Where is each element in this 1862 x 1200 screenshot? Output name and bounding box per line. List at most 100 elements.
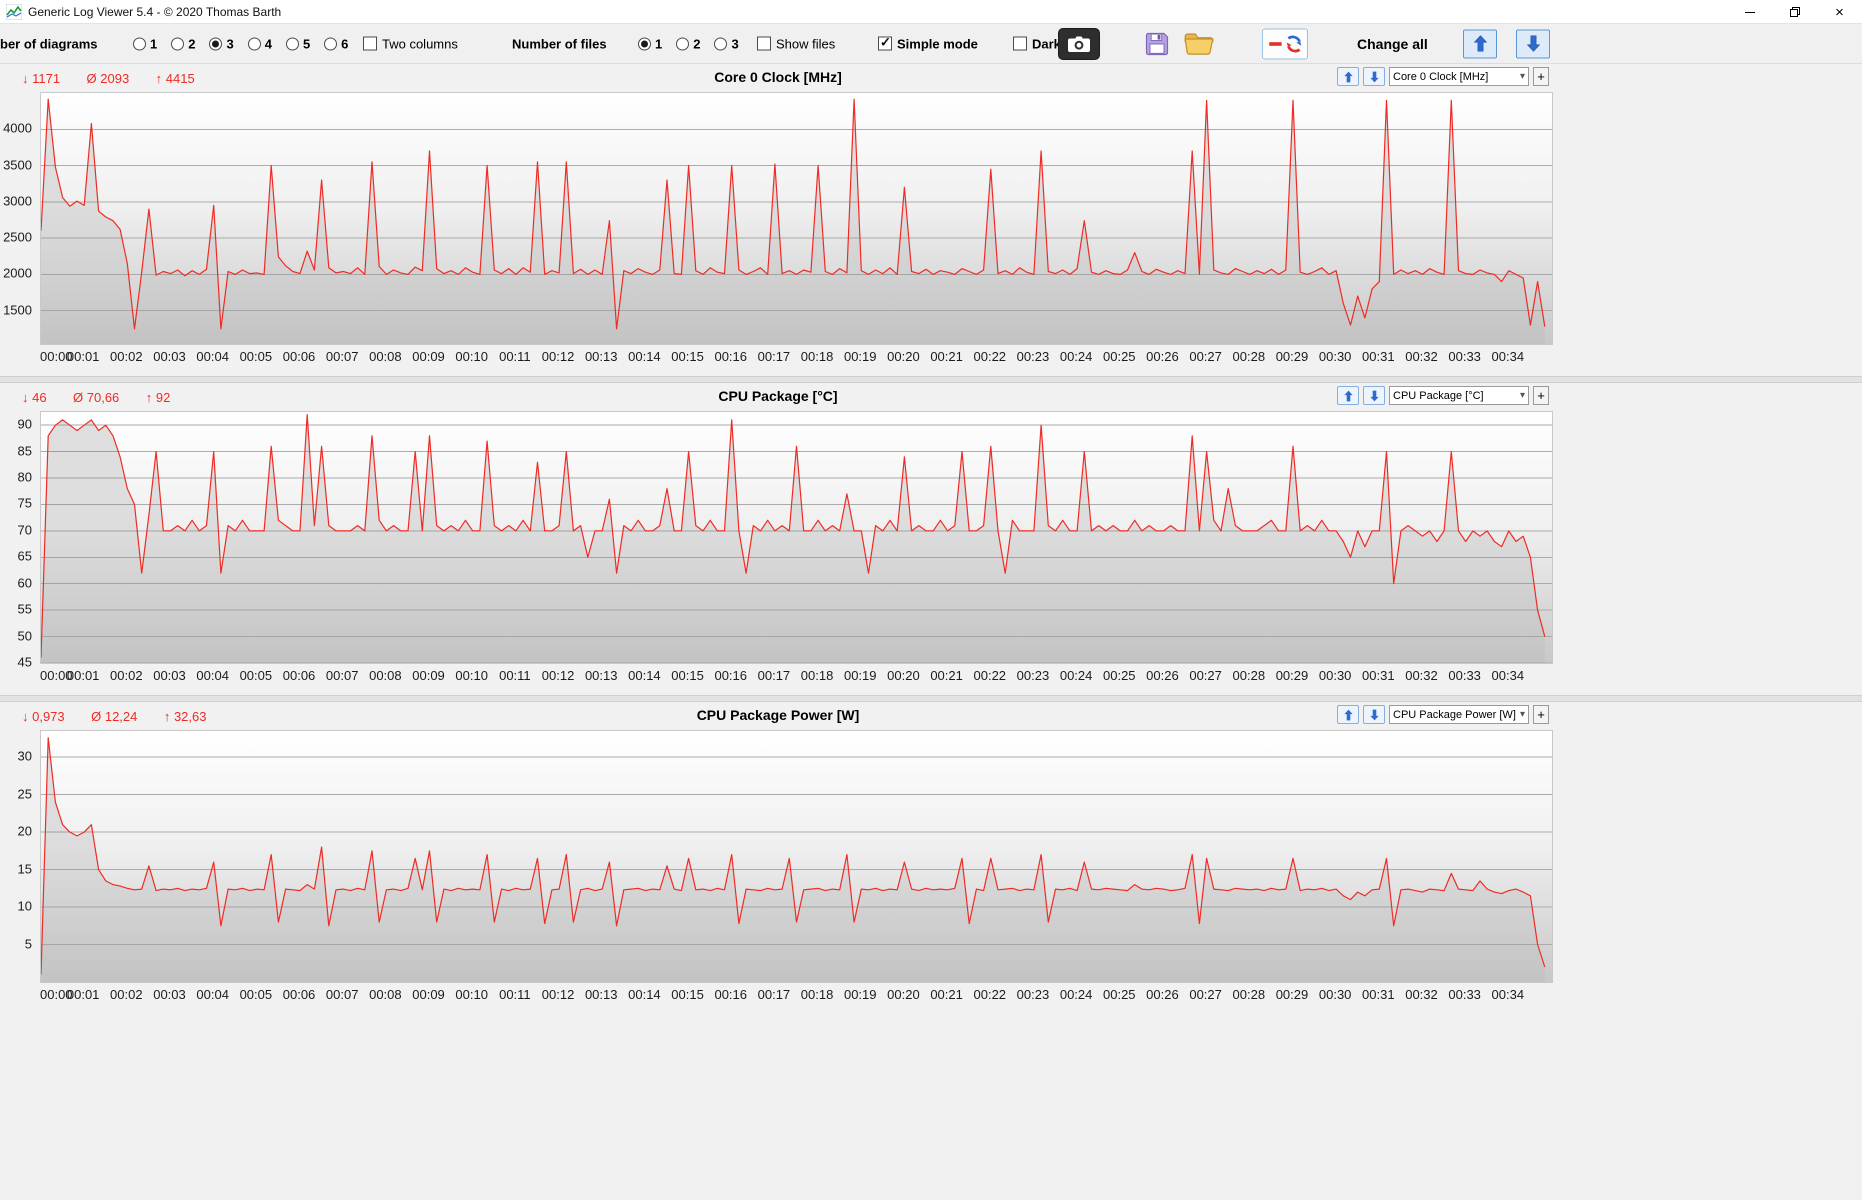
chart-plot-0[interactable] [40, 92, 1553, 345]
chart-header: ↓ 0,973 Ø 12,24 ↑ 32,63 CPU Package Powe… [0, 702, 1862, 729]
x-tick-label: 00:08 [369, 987, 402, 1002]
chart-plot-1[interactable] [40, 411, 1553, 664]
up-arrow-icon [1343, 709, 1353, 720]
radio-icon[interactable] [285, 37, 299, 50]
y-tick-label: 2000 [3, 265, 32, 281]
metric-dropdown[interactable]: CPU Package [°C] ▾ [1389, 386, 1529, 405]
x-tick-label: 00:18 [800, 349, 834, 364]
chart-move-down-button[interactable] [1363, 386, 1385, 405]
chart-move-down-button[interactable] [1363, 705, 1385, 724]
down-arrow-icon [1369, 71, 1379, 82]
down-arrow-icon [1369, 709, 1379, 720]
splitter-1[interactable] [0, 376, 1862, 383]
file-count-radio-1[interactable]: 1 [638, 36, 662, 51]
chart-controls: CPU Package Power [W] ▾ + [1337, 705, 1549, 724]
save-floppy-icon [1145, 32, 1169, 55]
chart-xlabels-0: 00:00 00:01 00:02 00:03 00:04 00:05 00:06 00:07… [40, 349, 1553, 367]
change-all-down-button[interactable] [1516, 29, 1550, 58]
down-arrow-icon [1369, 390, 1379, 401]
x-tick-label: 00:19 [843, 349, 877, 364]
up-arrow-icon [1343, 390, 1353, 401]
y-tick-label: 2500 [3, 229, 32, 245]
open-folder-button[interactable] [1184, 31, 1214, 56]
chart-header: ↓ 1171 Ø 2093 ↑ 4415 Core 0 Clock [MHz] … [0, 64, 1862, 91]
radio-icon[interactable] [638, 37, 651, 50]
x-tick-label: 00:32 [1405, 987, 1438, 1002]
x-tick-label: 00:06 [282, 668, 316, 683]
file-count-radio-2[interactable]: 2 [676, 36, 700, 51]
radio-icon[interactable] [133, 37, 146, 50]
reset-zoom-icon [1269, 35, 1302, 52]
radio-label: 1 [655, 36, 663, 51]
restore-icon [1789, 7, 1800, 17]
chart-ylabels-2: 5 10 15 20 25 30 [0, 730, 37, 983]
add-series-button[interactable]: + [1533, 705, 1549, 724]
x-tick-label: 00:24 [1059, 668, 1093, 683]
x-tick-label: 00:06 [282, 987, 316, 1002]
radio-icon[interactable] [171, 37, 185, 50]
dark-mode-label: Dark [1032, 36, 1061, 51]
diagram-count-radio-2[interactable]: 2 [171, 36, 195, 51]
change-all-up-button[interactable] [1463, 29, 1497, 58]
radio-icon[interactable] [209, 37, 223, 50]
chart-xlabels-2: 00:00 00:01 00:02 00:03 00:04 00:05 00:06 00:07… [40, 987, 1553, 1005]
radio-label: 3 [226, 36, 234, 51]
diagram-count-radio-1[interactable]: 1 [133, 36, 157, 51]
y-tick-label: 90 [17, 416, 32, 432]
chart-move-up-button[interactable] [1337, 705, 1359, 724]
metric-dropdown[interactable]: Core 0 Clock [MHz] ▾ [1389, 67, 1529, 86]
chart-plot-2[interactable] [40, 730, 1553, 983]
x-tick-label: 00:04 [196, 987, 229, 1002]
metric-dropdown-value: CPU Package [°C] [1393, 389, 1484, 402]
x-tick-label: 00:05 [239, 987, 273, 1002]
chart-ylabels-1: 45 50 55 60 65 70 75 80 85 90 [0, 411, 37, 670]
diagram-count-radio-5[interactable]: 5 [285, 36, 310, 51]
checkbox-icon[interactable] [757, 36, 771, 51]
y-tick-label: 15 [17, 861, 32, 877]
camera-icon [1068, 36, 1090, 52]
show-files-checkbox[interactable]: Show files [757, 36, 835, 51]
y-tick-label: 5 [24, 936, 32, 952]
checkbox-icon[interactable] [878, 35, 892, 51]
radio-icon[interactable] [676, 37, 690, 50]
radio-icon[interactable] [324, 37, 338, 50]
add-series-button[interactable]: + [1533, 67, 1549, 86]
x-tick-label: 00:07 [325, 987, 359, 1002]
radio-icon[interactable] [714, 37, 728, 50]
close-icon: × [1835, 3, 1844, 21]
restore-button[interactable] [1772, 0, 1817, 24]
x-tick-label: 00:31 [1362, 668, 1395, 683]
diagram-count-radio-4[interactable]: 4 [247, 36, 272, 51]
two-columns-checkbox[interactable]: Two columns [363, 36, 458, 51]
y-tick-label: 50 [17, 628, 32, 644]
minimize-button[interactable] [1727, 0, 1772, 24]
radio-icon[interactable] [247, 37, 261, 50]
close-button[interactable]: × [1817, 0, 1862, 24]
simple-mode-checkbox[interactable]: Simple mode [878, 35, 978, 51]
x-tick-label: 00:22 [973, 987, 1007, 1002]
chart-stats: ↓ 0,973 Ø 12,24 ↑ 32,63 [22, 708, 228, 726]
splitter-2[interactable] [0, 695, 1862, 702]
y-tick-label: 85 [17, 443, 32, 459]
screenshot-button[interactable] [1058, 27, 1100, 60]
file-count-radio-3[interactable]: 3 [714, 36, 739, 51]
x-tick-label: 00:24 [1059, 349, 1093, 364]
x-tick-label: 00:19 [843, 987, 877, 1002]
chart-move-down-button[interactable] [1363, 67, 1385, 86]
diagram-count-radio-3[interactable]: 3 [209, 36, 234, 51]
reset-zoom-button[interactable] [1262, 28, 1308, 59]
x-tick-label: 00:27 [1189, 668, 1222, 683]
x-tick-label: 00:14 [628, 668, 661, 683]
checkbox-icon[interactable] [363, 36, 377, 51]
dark-mode-checkbox[interactable]: Dark [1013, 36, 1061, 51]
add-series-button[interactable]: + [1533, 386, 1549, 405]
metric-dropdown[interactable]: CPU Package Power [W] ▾ [1389, 705, 1529, 724]
chart-move-up-button[interactable] [1337, 386, 1359, 405]
window-title: Generic Log Viewer 5.4 - © 2020 Thomas B… [28, 4, 282, 19]
save-button[interactable] [1143, 30, 1171, 58]
x-tick-label: 00:25 [1103, 349, 1136, 364]
diagram-count-radio-6[interactable]: 6 [324, 36, 348, 51]
x-tick-label: 00:33 [1448, 987, 1481, 1002]
chart-move-up-button[interactable] [1337, 67, 1359, 86]
checkbox-icon[interactable] [1013, 36, 1027, 51]
